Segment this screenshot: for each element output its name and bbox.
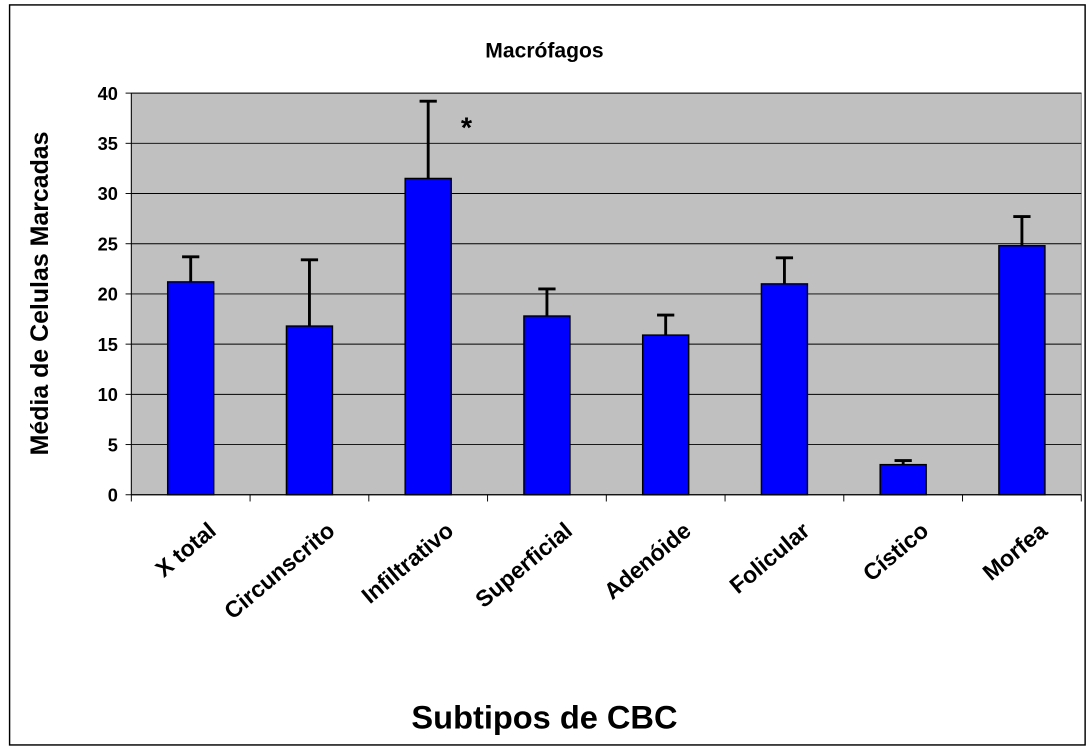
bar — [285, 325, 334, 496]
y-tick-label: 20 — [98, 285, 118, 305]
y-axis-label: Média de Celulas Marcadas — [26, 131, 54, 455]
y-tick-label: 5 — [108, 435, 118, 455]
bar — [760, 283, 809, 496]
x-axis-label: Subtipos de CBC — [411, 699, 677, 736]
y-tick-label: 25 — [98, 234, 118, 254]
bar — [641, 334, 690, 496]
bar — [998, 245, 1046, 496]
y-tick-label: 15 — [98, 335, 118, 355]
bar — [166, 281, 215, 496]
y-tick-label: 10 — [98, 385, 118, 405]
bar — [879, 463, 927, 496]
bar — [404, 177, 452, 496]
annotation: * — [461, 113, 473, 145]
y-tick-label: 30 — [98, 184, 118, 204]
bar — [523, 315, 571, 496]
y-tick-label: 0 — [108, 485, 118, 505]
chart-title: Macrófagos — [485, 40, 603, 63]
y-tick-label: 35 — [98, 134, 118, 154]
y-tick-label: 40 — [98, 84, 118, 104]
